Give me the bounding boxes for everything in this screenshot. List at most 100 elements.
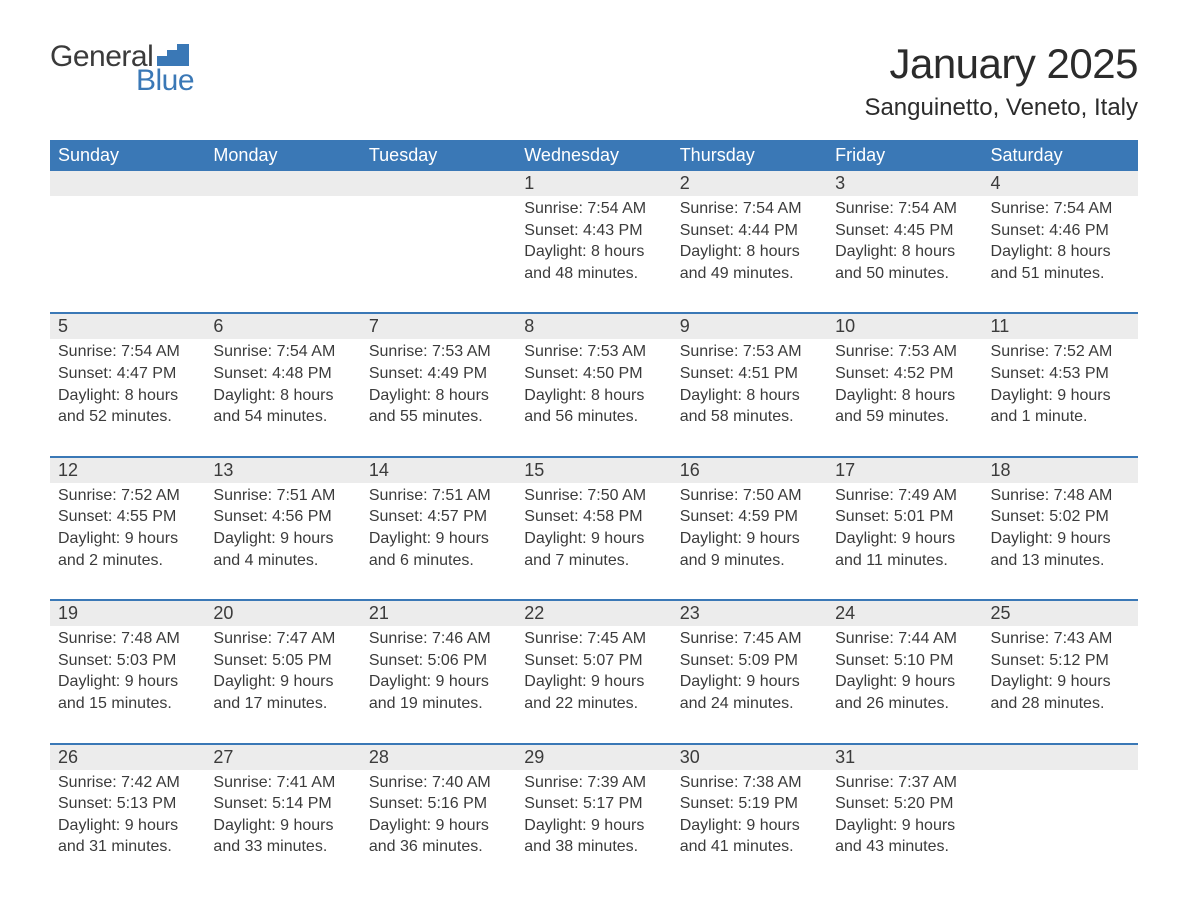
day-number-cell: 27 bbox=[205, 744, 360, 770]
day-number-cell: 23 bbox=[672, 600, 827, 626]
day-content-row: Sunrise: 7:52 AMSunset: 4:55 PMDaylight:… bbox=[50, 483, 1138, 600]
day-content-cell: Sunrise: 7:46 AMSunset: 5:06 PMDaylight:… bbox=[361, 626, 516, 743]
sunrise-line: Sunrise: 7:51 AM bbox=[213, 485, 352, 507]
day-number: 28 bbox=[369, 747, 389, 767]
day-number: 24 bbox=[835, 603, 855, 623]
sunrise-line: Sunrise: 7:54 AM bbox=[835, 198, 974, 220]
sunset-line: Sunset: 4:47 PM bbox=[58, 363, 197, 385]
day-content-cell bbox=[50, 196, 205, 313]
calendar-body: 1234 Sunrise: 7:54 AMSunset: 4:43 PMDayl… bbox=[50, 171, 1138, 868]
day-number: 5 bbox=[58, 316, 68, 336]
calendar-page: General Blue January 2025 Sanguinetto, V… bbox=[0, 0, 1188, 918]
calendar-table: Sunday Monday Tuesday Wednesday Thursday… bbox=[50, 140, 1138, 868]
day-number: 2 bbox=[680, 173, 690, 193]
daylight-line: Daylight: 9 hours and 33 minutes. bbox=[213, 815, 352, 858]
day-number-cell: 5 bbox=[50, 313, 205, 339]
day-number: 22 bbox=[524, 603, 544, 623]
day-number-cell: 29 bbox=[516, 744, 671, 770]
day-number: 17 bbox=[835, 460, 855, 480]
sunrise-line: Sunrise: 7:53 AM bbox=[369, 341, 508, 363]
header: General Blue January 2025 Sanguinetto, V… bbox=[50, 40, 1138, 122]
day-number: 11 bbox=[991, 316, 1010, 336]
logo-word-blue: Blue bbox=[136, 64, 194, 98]
day-content-cell bbox=[983, 770, 1138, 868]
day-content-cell: Sunrise: 7:54 AMSunset: 4:48 PMDaylight:… bbox=[205, 339, 360, 456]
month-title: January 2025 bbox=[864, 40, 1138, 88]
day-number-cell: 17 bbox=[827, 457, 982, 483]
sunset-line: Sunset: 4:52 PM bbox=[835, 363, 974, 385]
sunrise-line: Sunrise: 7:54 AM bbox=[680, 198, 819, 220]
sunrise-line: Sunrise: 7:54 AM bbox=[58, 341, 197, 363]
weekday-header: Wednesday bbox=[516, 140, 671, 171]
sunset-line: Sunset: 5:16 PM bbox=[369, 793, 508, 815]
day-content-cell: Sunrise: 7:54 AMSunset: 4:43 PMDaylight:… bbox=[516, 196, 671, 313]
day-number-cell: 9 bbox=[672, 313, 827, 339]
day-number: 10 bbox=[835, 316, 855, 336]
day-number: 14 bbox=[369, 460, 389, 480]
day-number: 9 bbox=[680, 316, 690, 336]
sunset-line: Sunset: 4:44 PM bbox=[680, 220, 819, 242]
daylight-line: Daylight: 9 hours and 4 minutes. bbox=[213, 528, 352, 571]
day-number: 19 bbox=[58, 603, 78, 623]
day-number-cell: 18 bbox=[983, 457, 1138, 483]
sunrise-line: Sunrise: 7:37 AM bbox=[835, 772, 974, 794]
daylight-line: Daylight: 9 hours and 41 minutes. bbox=[680, 815, 819, 858]
sunset-line: Sunset: 5:01 PM bbox=[835, 506, 974, 528]
day-number-cell: 13 bbox=[205, 457, 360, 483]
day-content-cell: Sunrise: 7:53 AMSunset: 4:52 PMDaylight:… bbox=[827, 339, 982, 456]
daylight-line: Daylight: 8 hours and 48 minutes. bbox=[524, 241, 663, 284]
day-content-cell bbox=[361, 196, 516, 313]
day-number: 3 bbox=[835, 173, 845, 193]
logo: General Blue bbox=[50, 40, 194, 98]
sunset-line: Sunset: 5:20 PM bbox=[835, 793, 974, 815]
day-content-cell: Sunrise: 7:50 AMSunset: 4:59 PMDaylight:… bbox=[672, 483, 827, 600]
title-block: January 2025 Sanguinetto, Veneto, Italy bbox=[864, 40, 1138, 122]
daylight-line: Daylight: 9 hours and 36 minutes. bbox=[369, 815, 508, 858]
day-content-cell: Sunrise: 7:45 AMSunset: 5:09 PMDaylight:… bbox=[672, 626, 827, 743]
day-number-cell: 25 bbox=[983, 600, 1138, 626]
day-number: 15 bbox=[524, 460, 544, 480]
day-content-cell: Sunrise: 7:42 AMSunset: 5:13 PMDaylight:… bbox=[50, 770, 205, 868]
day-content-cell: Sunrise: 7:54 AMSunset: 4:45 PMDaylight:… bbox=[827, 196, 982, 313]
sunrise-line: Sunrise: 7:50 AM bbox=[524, 485, 663, 507]
day-number-cell: 26 bbox=[50, 744, 205, 770]
daylight-line: Daylight: 8 hours and 58 minutes. bbox=[680, 385, 819, 428]
day-number-cell: 19 bbox=[50, 600, 205, 626]
day-content-cell: Sunrise: 7:48 AMSunset: 5:02 PMDaylight:… bbox=[983, 483, 1138, 600]
sunset-line: Sunset: 4:51 PM bbox=[680, 363, 819, 385]
day-number-cell: 2 bbox=[672, 171, 827, 196]
day-content-cell: Sunrise: 7:52 AMSunset: 4:53 PMDaylight:… bbox=[983, 339, 1138, 456]
day-number: 7 bbox=[369, 316, 379, 336]
sunrise-line: Sunrise: 7:47 AM bbox=[213, 628, 352, 650]
sunset-line: Sunset: 4:43 PM bbox=[524, 220, 663, 242]
sunrise-line: Sunrise: 7:54 AM bbox=[991, 198, 1130, 220]
sunrise-line: Sunrise: 7:42 AM bbox=[58, 772, 197, 794]
daylight-line: Daylight: 9 hours and 7 minutes. bbox=[524, 528, 663, 571]
sunrise-line: Sunrise: 7:53 AM bbox=[524, 341, 663, 363]
day-number-cell: 24 bbox=[827, 600, 982, 626]
day-content-cell: Sunrise: 7:39 AMSunset: 5:17 PMDaylight:… bbox=[516, 770, 671, 868]
sunrise-line: Sunrise: 7:48 AM bbox=[991, 485, 1130, 507]
daylight-line: Daylight: 9 hours and 26 minutes. bbox=[835, 671, 974, 714]
day-number: 4 bbox=[991, 173, 1001, 193]
sunset-line: Sunset: 5:10 PM bbox=[835, 650, 974, 672]
sunset-line: Sunset: 4:50 PM bbox=[524, 363, 663, 385]
day-number-cell: 14 bbox=[361, 457, 516, 483]
day-number: 12 bbox=[58, 460, 78, 480]
day-number: 29 bbox=[524, 747, 544, 767]
daylight-line: Daylight: 8 hours and 52 minutes. bbox=[58, 385, 197, 428]
sunset-line: Sunset: 5:02 PM bbox=[991, 506, 1130, 528]
sunrise-line: Sunrise: 7:41 AM bbox=[213, 772, 352, 794]
day-number-cell bbox=[361, 171, 516, 196]
location-subtitle: Sanguinetto, Veneto, Italy bbox=[864, 94, 1138, 122]
daylight-line: Daylight: 9 hours and 22 minutes. bbox=[524, 671, 663, 714]
sunrise-line: Sunrise: 7:50 AM bbox=[680, 485, 819, 507]
sunset-line: Sunset: 5:17 PM bbox=[524, 793, 663, 815]
flag-icon bbox=[157, 44, 189, 66]
sunset-line: Sunset: 4:45 PM bbox=[835, 220, 974, 242]
day-number: 6 bbox=[213, 316, 223, 336]
day-number-cell: 7 bbox=[361, 313, 516, 339]
day-number: 30 bbox=[680, 747, 700, 767]
weekday-header: Saturday bbox=[983, 140, 1138, 171]
weekday-header: Sunday bbox=[50, 140, 205, 171]
